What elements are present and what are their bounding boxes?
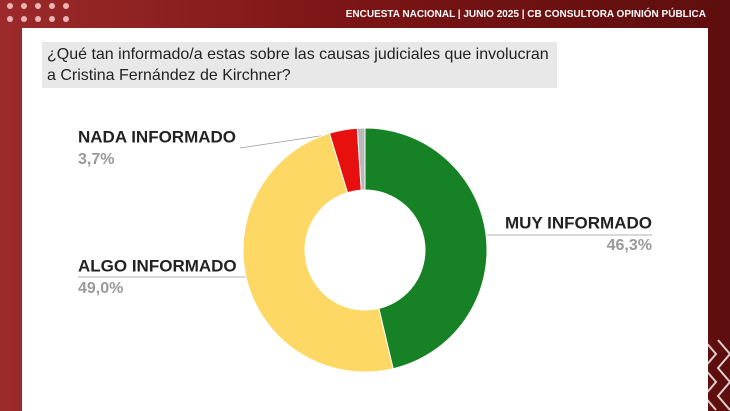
donut-slice [242,132,394,373]
value-label: 46,3% [607,237,652,254]
value-label: 3,7% [78,151,114,168]
category-label: NADA INFORMADO [78,127,236,146]
category-label: MUY INFORMADO [505,213,652,232]
chart-title: ¿Qué tan informado/a estas sobre las cau… [42,42,557,88]
dots [7,3,69,22]
category-label: ALGO INFORMADO [78,256,237,275]
donut-slice [356,127,366,191]
value-label: 49,0% [78,280,123,297]
donut-slice [364,127,488,370]
chevrons [688,339,730,411]
header: ENCUESTA NACIONAL | JUNIO 2025 | CB CONS… [345,9,706,20]
